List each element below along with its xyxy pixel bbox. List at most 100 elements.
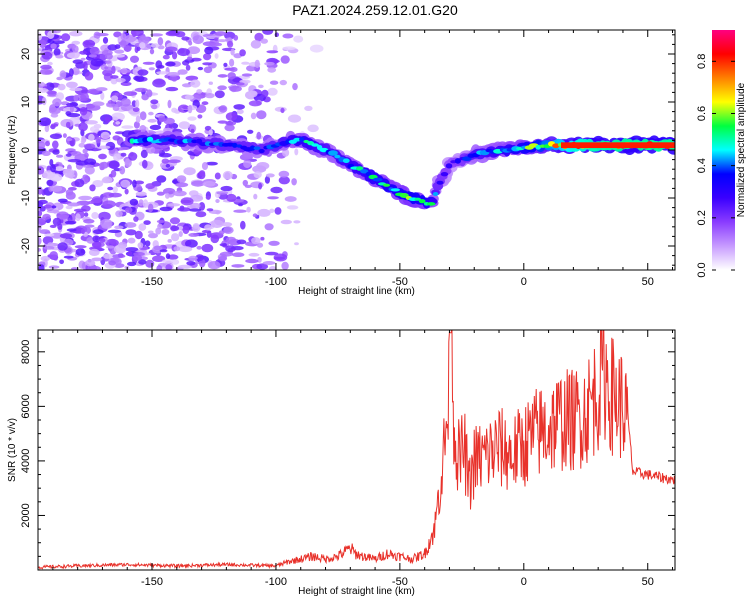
spectrogram-x-axis-title: Height of straight line (km) [298,286,415,297]
noise-blob [232,252,245,257]
colorbar-title: Normalized spectral amplitude [736,82,747,217]
noise-blob [162,54,170,60]
noise-blob [157,45,165,50]
noise-blob [90,58,104,67]
noise-blob [138,199,144,207]
noise-blob [307,124,319,133]
noise-blob [57,83,66,91]
noise-blob [172,51,178,60]
noise-blob [49,173,63,182]
ridge-core [328,150,338,156]
noise-blob [197,66,204,71]
noise-blob [133,216,139,222]
noise-blob [44,233,55,237]
noise-blob [169,217,181,225]
noise-blob [38,248,41,252]
ridge-core [232,142,238,148]
noise-blob [127,237,136,244]
noise-blob [89,46,100,56]
noise-blob [248,252,260,257]
noise-blob [264,175,270,184]
noise-blob [106,103,119,108]
noise-blob [132,68,139,75]
noise-blob [219,251,234,257]
noise-blob [136,46,141,51]
noise-blob [201,243,214,253]
noise-blob [69,31,83,37]
noise-blob [280,55,290,64]
noise-blob [64,220,76,225]
noise-blob [181,83,193,88]
noise-blob [91,241,102,249]
noise-blob [206,208,214,212]
noise-blob [256,131,262,140]
noise-blob [145,259,155,268]
noise-blob [114,54,126,58]
noise-blob [251,237,261,245]
noise-blob [38,199,48,205]
noise-blob [205,161,218,166]
noise-blob [112,135,121,141]
noise-blob [156,219,165,224]
ridge-core [249,145,256,151]
noise-blob [218,105,228,113]
ridge-core [372,177,383,182]
noise-blob [161,158,170,164]
ridge-core [365,171,372,177]
noise-blob [142,61,155,65]
noise-blob [282,33,294,39]
ridge-core [552,143,560,148]
noise-blob [262,261,276,265]
noise-blob [280,219,292,225]
noise-blob [248,100,262,107]
noise-blob [178,246,193,253]
noise-blob [189,208,202,212]
noise-blob [229,85,242,92]
noise-blob [214,90,225,99]
noise-blob [134,87,148,92]
noise-blob [144,240,151,247]
noise-blob [261,89,269,98]
noise-blob [278,170,290,178]
noise-blob [104,116,111,124]
colorbar-tick-label: 0.0 [696,262,708,277]
noise-blob [175,182,189,188]
noise-blob [217,39,227,43]
noise-blob [91,257,103,262]
noise-blob [75,248,86,256]
noise-blob [50,185,63,192]
noise-blob [79,106,88,116]
noise-blob [256,263,269,270]
noise-blob [138,36,150,45]
noise-blob [55,54,64,59]
noise-blob [128,152,138,161]
noise-blob [110,78,118,85]
noise-blob [162,259,173,264]
noise-blob [111,65,116,75]
noise-blob [111,95,119,102]
noise-blob [127,250,132,256]
ridge-core [342,158,350,163]
noise-blob [223,226,234,234]
noise-blob [53,48,61,57]
noise-blob [236,239,247,245]
noise-blob [99,162,105,171]
noise-blob [124,188,129,195]
noise-blob [102,200,116,208]
noise-blob [150,99,159,105]
noise-blob [195,211,207,218]
noise-blob [165,163,171,168]
noise-blob [256,110,267,120]
noise-blob [238,203,243,207]
noise-blob [91,212,99,219]
noise-blob [149,48,155,55]
noise-blob [133,75,141,81]
noise-blob [210,219,224,228]
noise-blob [177,207,191,212]
noise-blob [267,87,278,96]
noise-blob [46,179,54,186]
noise-blob [183,167,196,176]
noise-blob [115,210,123,218]
noise-blob [145,183,155,190]
noise-blob [250,40,262,49]
